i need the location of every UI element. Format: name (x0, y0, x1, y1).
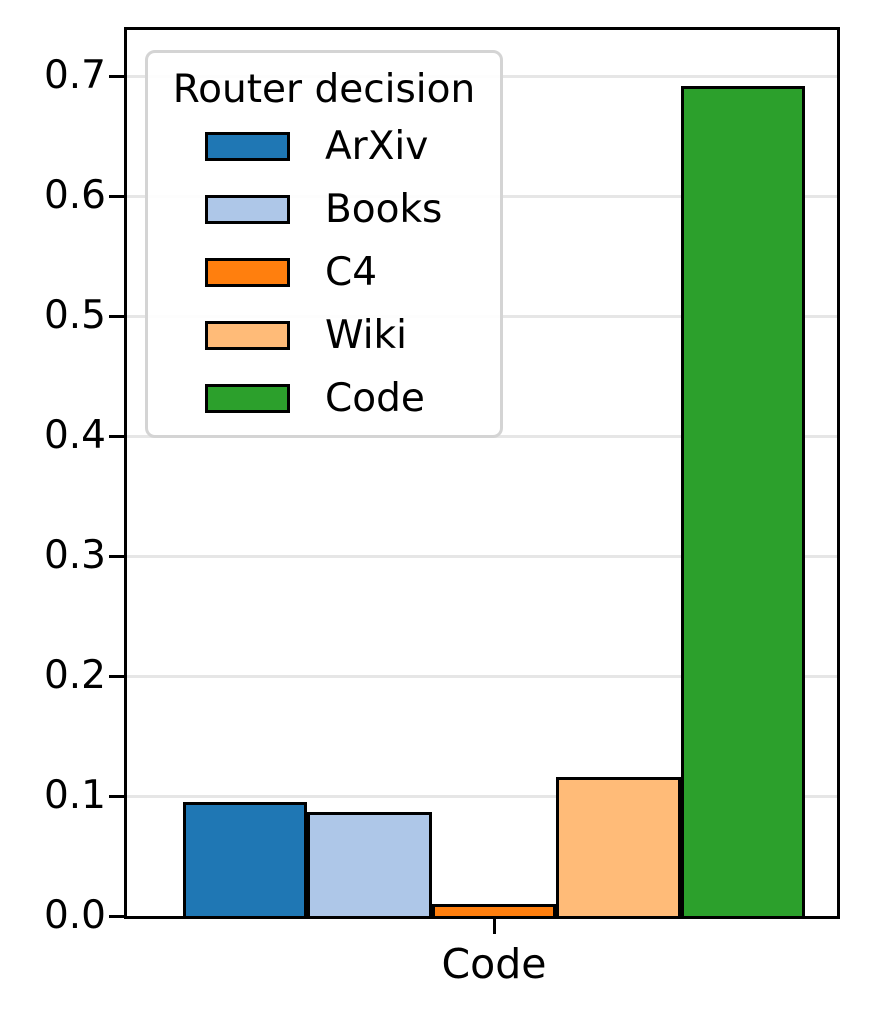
legend-entry-c4: C4 (148, 241, 500, 304)
y-tick-label-0.5: 0.5 (43, 293, 106, 338)
y-tick-label-0.1: 0.1 (43, 773, 106, 818)
legend-label-arxiv: ArXiv (325, 123, 429, 169)
legend-entry-code: Code (148, 367, 500, 430)
gridline-0.3 (127, 554, 837, 558)
bar-code (680, 86, 805, 916)
y-tick-mark-0.7 (109, 74, 124, 78)
gridline-0.1 (127, 794, 837, 798)
x-tick-label: Code (441, 940, 547, 988)
y-tick-mark-0.1 (109, 794, 124, 798)
legend-label-c4: C4 (325, 249, 378, 295)
y-tick-label-0.0: 0.0 (43, 893, 106, 938)
legend-entry-arxiv: ArXiv (148, 115, 500, 178)
y-tick-mark-0.4 (109, 434, 124, 438)
legend-swatch-wiki (205, 321, 290, 350)
legend-swatch-arxiv (205, 132, 290, 161)
legend-label-wiki: Wiki (325, 312, 407, 358)
y-tick-label-0.6: 0.6 (43, 173, 106, 218)
legend-swatch-code (205, 384, 290, 413)
legend-label-code: Code (325, 375, 425, 421)
legend-entry-books: Books (148, 178, 500, 241)
legend-entries: ArXiv Books C4 Wiki Code (148, 115, 500, 430)
y-tick-label-0.3: 0.3 (43, 533, 106, 578)
y-tick-label-0.7: 0.7 (43, 53, 106, 98)
y-tick-label-0.4: 0.4 (43, 413, 106, 458)
gridline-0.2 (127, 674, 837, 678)
y-tick-mark-0.2 (109, 674, 124, 678)
legend-label-books: Books (325, 186, 443, 232)
bar-c4 (431, 904, 557, 916)
legend-swatch-books (205, 195, 290, 224)
bar-books (307, 812, 432, 916)
y-tick-mark-0.5 (109, 314, 124, 318)
y-tick-label-0.2: 0.2 (43, 653, 106, 698)
legend: Router decision ArXiv Books C4 Wiki Code (145, 50, 503, 438)
legend-entry-wiki: Wiki (148, 304, 500, 367)
bar-wiki (556, 777, 681, 916)
legend-swatch-c4 (205, 258, 290, 287)
bar-arxiv (183, 802, 308, 916)
y-tick-mark-0.0 (109, 914, 124, 918)
x-tick-mark (492, 919, 496, 934)
legend-title: Router decision (172, 67, 476, 112)
y-tick-mark-0.6 (109, 194, 124, 198)
y-tick-mark-0.3 (109, 554, 124, 558)
